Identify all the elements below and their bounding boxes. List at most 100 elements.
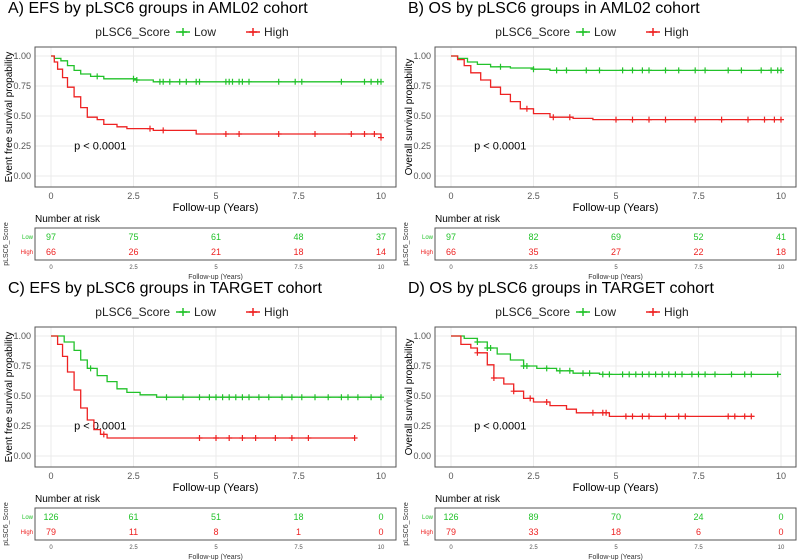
censor-mark: [778, 67, 784, 74]
risk-count: 126: [443, 512, 458, 522]
censor-mark: [298, 78, 305, 85]
censor-mark: [229, 78, 236, 85]
censor-mark: [646, 413, 652, 420]
censor-mark: [725, 413, 732, 420]
km-plot: pLSC6_Score Low High 0.00 0 0 0.25 2.5 2.5 0.50 5 5…: [403, 305, 797, 560]
censor-mark: [523, 363, 530, 369]
censor-mark: [87, 365, 94, 372]
legend-key-plus-icon: [579, 308, 587, 316]
risk-x-tick-label: 2.5: [129, 545, 138, 551]
risk-count: 70: [611, 512, 621, 522]
censor-mark: [338, 78, 345, 85]
y-axis-label: Overall survival propability: [404, 339, 415, 456]
risk-count: 79: [446, 527, 456, 537]
risk-count: 51: [211, 512, 221, 522]
risk-x-tick-label: 5: [614, 265, 618, 271]
risk-table-y-label: pLSC6_Score: [3, 222, 10, 266]
censor-mark: [741, 413, 748, 420]
censor-mark: [662, 67, 669, 74]
risk-count: 21: [211, 247, 221, 257]
legend-label-high: High: [264, 25, 289, 39]
censor-mark: [629, 413, 636, 420]
risk-table-title: Number at risk: [435, 214, 501, 225]
risk-count: 0: [778, 527, 783, 537]
risk-count: 82: [528, 232, 538, 242]
censor-mark: [246, 78, 252, 85]
y-tick-label: 0.50: [13, 111, 31, 121]
x-tick-label: 7.5: [692, 471, 705, 481]
censor-mark: [738, 67, 745, 74]
censor-mark: [702, 67, 709, 74]
panel-title: C) EFS by pLSC6 groups in TARGET cohort: [8, 280, 322, 297]
censor-mark: [596, 67, 603, 74]
censor-mark: [566, 114, 573, 121]
risk-count: 52: [693, 232, 703, 242]
censor-mark: [543, 365, 550, 372]
censor-mark: [100, 431, 107, 438]
censor-mark: [646, 371, 652, 378]
censor-mark: [147, 125, 153, 132]
y-tick-label: 0.50: [413, 391, 431, 401]
p-value-label: p < 0.0001: [74, 421, 126, 433]
legend-label-high: High: [264, 305, 289, 319]
legend-label-low: Low: [594, 25, 616, 39]
risk-x-tick-label: 10: [778, 265, 785, 271]
x-tick-label: 0: [448, 471, 453, 481]
censor-mark: [219, 394, 226, 401]
censor-mark: [255, 394, 262, 401]
y-tick-label: 0.25: [413, 421, 431, 431]
censor-mark: [298, 394, 305, 401]
x-tick-label: 10: [376, 191, 386, 201]
risk-row-label-high: High: [21, 530, 33, 536]
legend-title: pLSC6_Score: [95, 25, 170, 39]
censor-mark: [692, 67, 699, 74]
censor-mark: [619, 67, 626, 74]
censor-mark: [702, 371, 709, 378]
plot-border: [34, 46, 397, 188]
y-tick-label: 1.00: [13, 51, 31, 61]
risk-x-tick-label: 2.5: [529, 545, 538, 551]
censor-mark: [695, 371, 702, 378]
censor-mark: [745, 116, 751, 123]
risk-x-tick-label: 7.5: [694, 545, 703, 551]
risk-x-tick-label: 0: [49, 545, 53, 551]
censor-mark: [748, 413, 755, 420]
censor-mark: [692, 116, 699, 123]
km-plot: pLSC6_Score Low High 0.00 0 0 0.25 2.5 2.5 0.50 5 5…: [3, 25, 397, 280]
x-tick-label: 10: [776, 191, 786, 201]
censor-mark: [292, 78, 299, 85]
y-tick-label: 1.00: [413, 331, 431, 341]
x-tick-label: 10: [376, 471, 386, 481]
x-axis-label: Follow-up (Years): [573, 202, 659, 214]
legend-title: pLSC6_Score: [495, 305, 570, 319]
censor-mark: [368, 394, 375, 401]
censor-mark: [378, 78, 384, 85]
risk-x-tick-label: 5: [214, 545, 218, 551]
legend-key-plus-icon: [249, 308, 257, 316]
p-value-label: p < 0.0001: [74, 141, 126, 153]
censor-mark: [622, 413, 629, 420]
censor-mark: [288, 394, 295, 401]
x-axis-label: Follow-up (Years): [173, 202, 259, 214]
censor-mark: [305, 435, 312, 441]
censor-mark: [196, 394, 203, 401]
y-tick-label: 0.25: [13, 141, 31, 151]
y-axis-label: Event free survival propability: [4, 52, 15, 183]
risk-x-tick-label: 0: [449, 265, 453, 271]
legend-key-plus-icon: [179, 308, 187, 316]
risk-count: 18: [293, 247, 303, 257]
censor-mark: [497, 63, 504, 70]
survival-curve-high: [451, 335, 755, 418]
censor-mark: [731, 413, 738, 420]
censor-mark: [474, 349, 481, 356]
plot-border: [434, 46, 797, 188]
risk-count: 35: [528, 247, 538, 257]
censor-mark: [662, 116, 669, 123]
censor-mark: [368, 78, 375, 85]
risk-count: 11: [129, 527, 138, 537]
censor-mark: [354, 394, 361, 401]
panel-title: A) EFS by pLSC6 groups in AML02 cohort: [8, 0, 308, 17]
risk-count: 66: [446, 247, 456, 257]
legend-label-low: Low: [594, 305, 616, 319]
km-plot: pLSC6_Score Low High 0.00 0 0 0.25 2.5 2.5 0.50 5 5…: [403, 25, 797, 280]
